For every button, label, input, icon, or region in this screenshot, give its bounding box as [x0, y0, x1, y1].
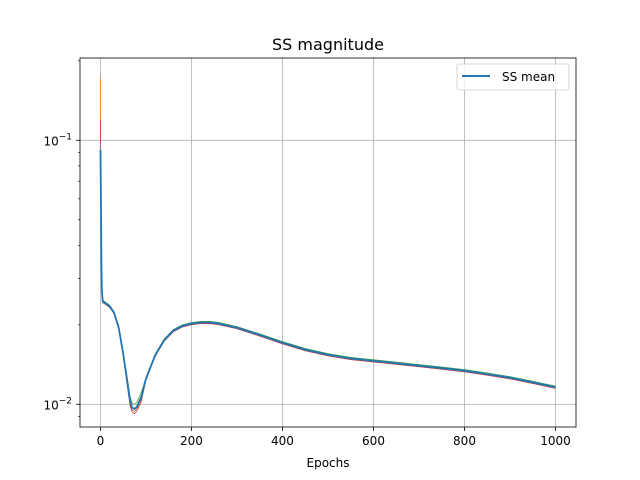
y-tick-label: 10−2 [43, 396, 72, 412]
x-axis-label: Epochs [307, 456, 350, 470]
x-tick-label: 400 [271, 434, 294, 448]
ss-mean-line [99, 149, 556, 410]
x-tick-label: 0 [97, 434, 105, 448]
x-tick-label: 200 [180, 434, 203, 448]
chart-title: SS magnitude [272, 35, 384, 54]
legend-box [456, 63, 570, 91]
x-tick-label: 600 [362, 434, 385, 448]
ticks-layer: 0 200 400 600 800 1000 10−2 10−1 [43, 60, 571, 448]
legend-label-ss-mean: SS mean [502, 70, 555, 84]
y-tick-label: 10−1 [43, 132, 72, 148]
x-tick-label: 1000 [540, 434, 571, 448]
plot-area-frame [79, 57, 577, 428]
mean-layer [99, 149, 556, 410]
legend: SS mean [456, 63, 570, 91]
x-tick-label: 800 [453, 434, 476, 448]
